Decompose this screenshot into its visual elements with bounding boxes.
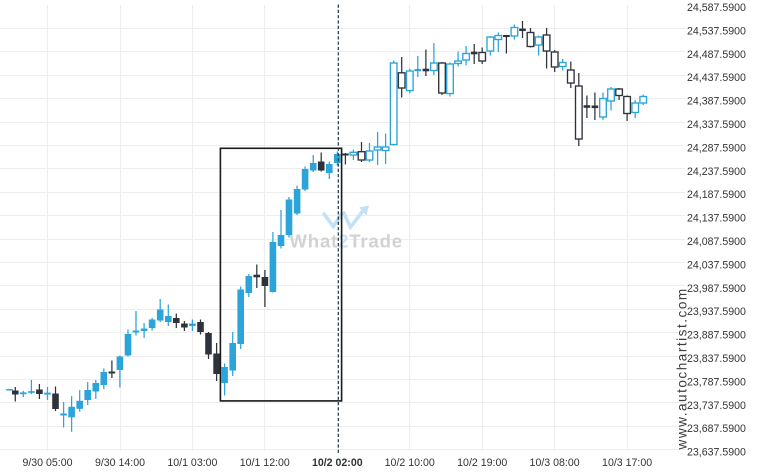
svg-text:10/3 17:00: 10/3 17:00 bbox=[602, 457, 652, 469]
svg-text:23,937.5900: 23,937.5900 bbox=[687, 306, 746, 318]
svg-text:24,387.5900: 24,387.5900 bbox=[687, 96, 746, 108]
svg-text:23,837.5900: 23,837.5900 bbox=[687, 353, 746, 365]
svg-text:10/3 08:00: 10/3 08:00 bbox=[530, 457, 580, 469]
svg-text:23,637.5900: 23,637.5900 bbox=[687, 447, 746, 459]
svg-text:What2Trade: What2Trade bbox=[290, 230, 403, 251]
svg-text:24,137.5900: 24,137.5900 bbox=[687, 213, 746, 225]
svg-text:24,087.5900: 24,087.5900 bbox=[687, 236, 746, 248]
svg-text:9/30 14:00: 9/30 14:00 bbox=[95, 457, 145, 469]
svg-text:24,487.5900: 24,487.5900 bbox=[687, 49, 746, 61]
svg-text:24,287.5900: 24,287.5900 bbox=[687, 142, 746, 154]
svg-text:23,887.5900: 23,887.5900 bbox=[687, 330, 746, 342]
svg-text:www.autochartist.com: www.autochartist.com bbox=[675, 287, 690, 450]
svg-text:10/2 10:00: 10/2 10:00 bbox=[385, 457, 435, 469]
svg-text:24,337.5900: 24,337.5900 bbox=[687, 119, 746, 131]
svg-text:24,587.5900: 24,587.5900 bbox=[687, 2, 746, 14]
svg-text:10/1 03:00: 10/1 03:00 bbox=[167, 457, 217, 469]
svg-text:23,687.5900: 23,687.5900 bbox=[687, 423, 746, 435]
svg-text:10/2 19:00: 10/2 19:00 bbox=[457, 457, 507, 469]
svg-text:24,437.5900: 24,437.5900 bbox=[687, 72, 746, 84]
svg-text:23,787.5900: 23,787.5900 bbox=[687, 376, 746, 388]
svg-text:24,037.5900: 24,037.5900 bbox=[687, 259, 746, 271]
svg-text:24,237.5900: 24,237.5900 bbox=[687, 166, 746, 178]
svg-text:10/1 12:00: 10/1 12:00 bbox=[240, 457, 290, 469]
svg-text:23,987.5900: 23,987.5900 bbox=[687, 283, 746, 295]
svg-text:9/30 05:00: 9/30 05:00 bbox=[22, 457, 72, 469]
svg-text:23,737.5900: 23,737.5900 bbox=[687, 400, 746, 412]
svg-text:24,187.5900: 24,187.5900 bbox=[687, 189, 746, 201]
svg-text:10/2 02:00: 10/2 02:00 bbox=[312, 457, 363, 469]
svg-text:24,537.5900: 24,537.5900 bbox=[687, 25, 746, 37]
